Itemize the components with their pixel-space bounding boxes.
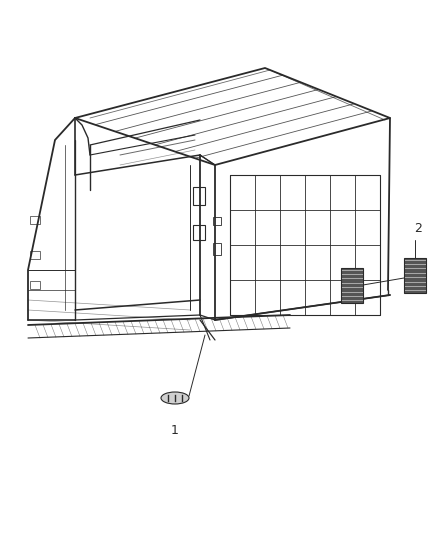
Bar [30, 281, 40, 289]
Bar [341, 268, 363, 303]
Bar [193, 187, 205, 205]
Text: 2: 2 [414, 222, 422, 235]
Bar [193, 225, 205, 240]
Text: 1: 1 [171, 424, 179, 437]
Bar [30, 251, 40, 259]
Bar [30, 216, 40, 224]
Bar [404, 257, 426, 293]
Ellipse shape [161, 392, 189, 404]
Bar [213, 243, 221, 255]
Bar [213, 217, 221, 225]
